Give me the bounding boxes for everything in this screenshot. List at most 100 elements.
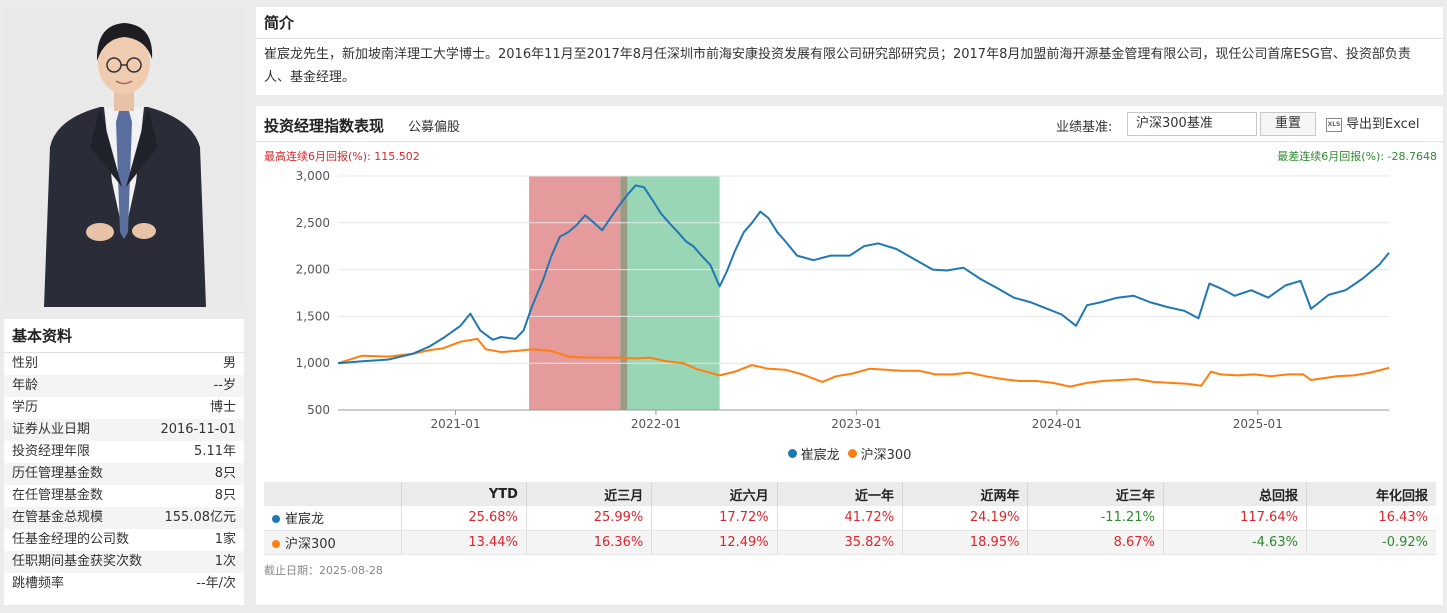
info-value: --年/次 — [196, 576, 236, 591]
table-cell: 13.44% — [400, 530, 527, 555]
intro-title: 简介 — [256, 7, 1443, 39]
table-body: 崔宸龙 25.68% 25.99% 17.72% 41.72% 24.19% -11.21%… — [264, 506, 1436, 555]
highlight-band — [529, 176, 621, 410]
info-label: 投资经理年限 — [12, 444, 91, 459]
table-cell: 25.99% — [525, 506, 652, 531]
info-value: 8只 — [214, 488, 236, 503]
table-row: 沪深300 13.44% 16.36% 12.49% 35.82% 18.95% 8.67%… — [264, 530, 1436, 555]
legend-label: 沪深300 — [860, 447, 912, 463]
info-row: 跳槽频率 --年/次 — [4, 573, 244, 595]
table-header-cell[interactable]: 近一年 — [776, 482, 903, 506]
highlight-band — [620, 176, 628, 410]
info-value: 8只 — [214, 466, 236, 481]
performance-title: 投资经理指数表现 — [264, 117, 385, 135]
table-cell: 17.72% — [651, 506, 778, 531]
row-name: 崔宸龙 — [285, 512, 325, 528]
info-value: 博士 — [209, 400, 236, 415]
series-dot-icon — [272, 539, 280, 548]
info-row: 年龄 --岁 — [4, 375, 244, 397]
chart-legend: 崔宸龙 沪深300 — [256, 444, 1443, 463]
table-header-cell[interactable]: 年化回报 — [1305, 482, 1436, 506]
legend-dot-icon — [787, 448, 797, 458]
info-row: 投资经理年限 5.11年 — [4, 441, 244, 463]
benchmark-input[interactable]: 沪深300基准 — [1127, 112, 1257, 136]
excel-icon: XLS — [1326, 118, 1342, 132]
series-line — [337, 337, 1390, 388]
export-excel-label: 导出到Excel — [1346, 117, 1420, 132]
row-name: 沪深300 — [285, 536, 336, 552]
table-header-cell[interactable]: 近三月 — [525, 482, 652, 506]
info-value: 2016-11-01 — [160, 422, 236, 437]
legend-item[interactable]: 崔宸龙 — [787, 444, 840, 463]
info-value: 155.08亿元 — [164, 510, 237, 525]
performance-header: 投资经理指数表现 公募偏股 业绩基准: 沪深300基准 重置 XLS 导出到Ex… — [256, 106, 1443, 142]
info-label: 历任管理基金数 — [12, 466, 104, 481]
highlight-band — [627, 176, 720, 410]
info-label: 性别 — [12, 356, 39, 371]
min-6m-return: 最差连续6月回报(%): -28.7648 — [1277, 150, 1437, 163]
series-dot-icon — [272, 515, 280, 524]
table-cell: 24.19% — [902, 506, 1028, 531]
x-tick-label: 2025-01 — [1233, 417, 1283, 431]
benchmark-label: 业绩基准: — [1056, 120, 1113, 135]
table-header-cell[interactable]: 总回报 — [1162, 482, 1307, 506]
reset-button[interactable]: 重置 — [1260, 112, 1316, 136]
performance-table: YTD 近三月 近六月 近一年 近两年 近三年 总回报 年化回报 崔宸龙 25.68% 25.99… — [264, 482, 1436, 555]
x-tick-label: 2023-01 — [831, 417, 881, 431]
export-excel-button[interactable]: XLS 导出到Excel — [1326, 114, 1419, 136]
intro-panel: 简介 崔宸龙先生，新加坡南洋理工大学博士。2016年11月至2017年8月任深圳… — [256, 7, 1443, 95]
info-row: 证券从业日期 2016-11-01 — [4, 419, 244, 441]
table-header-cell[interactable]: 近两年 — [902, 482, 1028, 506]
table-cell: -4.63% — [1162, 530, 1307, 555]
info-label: 跳槽频率 — [12, 576, 65, 591]
x-tick-label: 2021-01 — [430, 417, 480, 431]
info-value: 1家 — [214, 532, 236, 547]
table-cell: 18.95% — [902, 530, 1028, 555]
table-header-cell[interactable] — [264, 482, 401, 506]
table-cell: 12.49% — [651, 530, 778, 555]
y-tick-label: 1,000 — [296, 356, 330, 370]
basic-info-panel: 基本资料 性别 男年龄 --岁 学历 博士 证券从业日期 2016-11-01 投资经理年限 5… — [4, 319, 244, 605]
table-cell: 117.64% — [1162, 506, 1307, 531]
table-header-cell[interactable]: YTD — [400, 482, 527, 506]
table-cell: -11.21% — [1027, 506, 1164, 531]
table-row: 崔宸龙 25.68% 25.99% 17.72% 41.72% 24.19% -11.21%… — [264, 506, 1436, 531]
table-header-cell[interactable]: 近六月 — [651, 482, 778, 506]
table-cell: 41.72% — [776, 506, 903, 531]
info-row: 任职期间基金获奖次数 1次 — [4, 551, 244, 573]
info-label: 证券从业日期 — [12, 422, 91, 437]
info-value: 男 — [222, 356, 236, 371]
basic-info-list: 性别 男年龄 --岁 学历 博士 证券从业日期 2016-11-01 投资经理年限 5.11年历… — [4, 353, 244, 595]
manager-photo — [4, 7, 244, 307]
basic-info-title: 基本资料 — [4, 319, 244, 353]
table-cell: 35.82% — [776, 530, 903, 555]
max-6m-return: 最高连续6月回报(%): 115.502 — [264, 150, 420, 163]
info-value: 5.11年 — [194, 444, 236, 459]
legend-item[interactable]: 沪深300 — [847, 444, 912, 463]
info-row: 性别 男 — [4, 353, 244, 375]
x-tick-label: 2024-01 — [1032, 417, 1082, 431]
legend-dot-icon — [847, 448, 857, 458]
manager-portrait — [4, 7, 244, 307]
info-value: 1次 — [214, 554, 236, 569]
series-line — [337, 184, 1390, 365]
y-tick-label: 500 — [307, 403, 330, 417]
info-row: 历任管理基金数 8只 — [4, 463, 244, 485]
fund-type-tab[interactable]: 公募偏股 — [408, 120, 461, 135]
table-header-cell[interactable]: 近三年 — [1027, 482, 1164, 506]
table-cell: 16.36% — [525, 530, 652, 555]
y-tick-label: 3,000 — [296, 169, 330, 183]
info-label: 在任管理基金数 — [12, 488, 104, 503]
table-header-row: YTD 近三月 近六月 近一年 近两年 近三年 总回报 年化回报 — [264, 482, 1436, 506]
info-label: 在管基金总规模 — [12, 510, 104, 525]
intro-text: 崔宸龙先生，新加坡南洋理工大学博士。2016年11月至2017年8月任深圳市前海… — [264, 47, 1411, 85]
performance-chart[interactable]: 500 1,000 1,500 2,000 2,500 3,000 2021-01 2022-… — [256, 162, 1443, 442]
y-tick-label: 2,000 — [296, 263, 330, 277]
table-cell: 8.67% — [1027, 530, 1164, 555]
info-label: 年龄 — [12, 378, 39, 393]
performance-panel: 投资经理指数表现 公募偏股 业绩基准: 沪深300基准 重置 XLS 导出到Ex… — [256, 106, 1443, 605]
info-label: 任职期间基金获奖次数 — [12, 554, 143, 569]
y-tick-label: 1,500 — [296, 309, 330, 323]
row-name-cell: 崔宸龙 — [264, 506, 401, 531]
legend-label: 崔宸龙 — [800, 447, 840, 463]
